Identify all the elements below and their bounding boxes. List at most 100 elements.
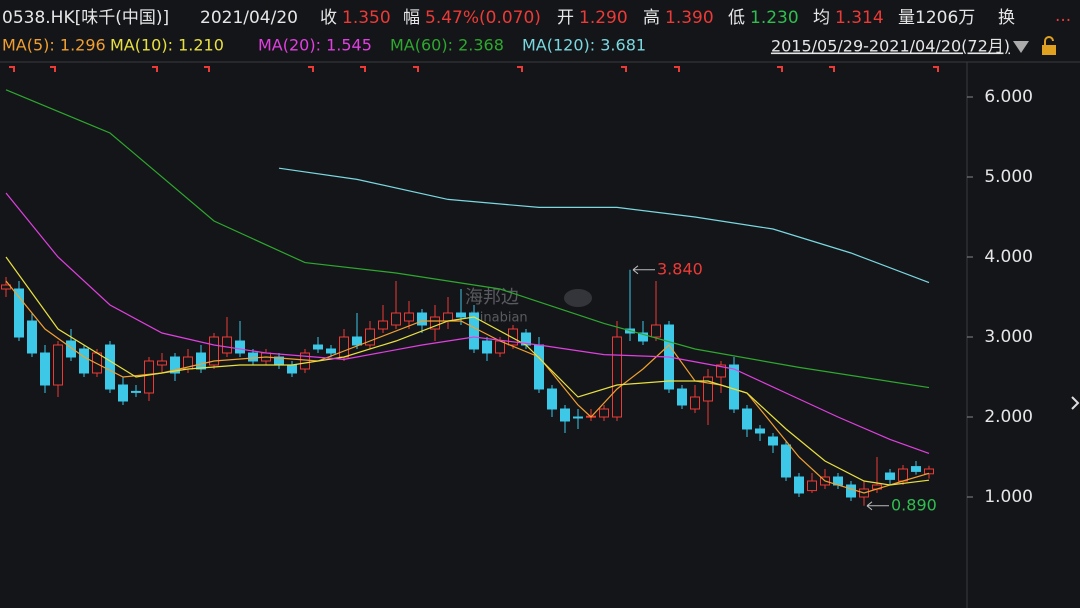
candle-body [612,336,622,418]
candle-body [170,356,180,374]
date-range[interactable]: 2015/05/29-2021/04/20(72月) [771,37,1010,56]
scroll-arrow[interactable] [1071,396,1080,410]
candle-body [443,312,453,322]
field-label: 均 [813,8,830,28]
candle-body [807,480,817,492]
candle-body [924,468,934,475]
turnover: 换 [998,8,1015,28]
field-value: 1.230 [750,8,799,28]
legend-entry: MA(120): 3.681 [522,36,646,55]
period-markers [9,66,939,72]
date: 2021/04/20 [200,8,298,28]
ma-line [5,280,930,494]
candle-body [651,324,661,338]
candle-body [781,444,791,478]
candle-body [352,336,362,346]
field-value: 1.390 [665,8,714,28]
candle-body [209,336,219,366]
candle-body [560,408,570,422]
candle-body [14,288,24,338]
candle-body [222,336,232,354]
field-label: 高 [643,8,660,28]
annotation-arrow [632,265,655,275]
candle-body [885,472,895,480]
candle-body [742,408,752,430]
candle-body [27,320,37,354]
candle-body [157,360,167,366]
candle-body [144,360,154,394]
candle-body [391,312,401,326]
candle-body [911,466,921,472]
legend-entry: MA(5): 1.296 [2,36,106,55]
candle-body [534,344,544,390]
candle-body [248,352,258,362]
candle-body [131,390,141,393]
ma-line [5,192,930,454]
more-button[interactable]: ... [1055,6,1071,26]
candle-body [482,340,492,354]
candle-body [469,312,479,350]
y-tick-label: 4.000 [984,247,1033,267]
ma-line [5,89,930,389]
candle-body [638,332,648,342]
annotation: 3.840 [657,259,703,278]
range-dropdown[interactable] [1013,41,1029,53]
ma-line [278,167,930,284]
candle-body [508,328,518,346]
candle-body [703,376,713,402]
field-label: 开 [557,8,574,28]
candle-body [417,312,427,326]
field-value: 1.314 [835,8,884,28]
field-label: 低 [728,8,745,28]
candle-body [326,348,336,354]
candle-body [235,340,245,354]
candle-body [599,408,609,418]
candle-body [794,476,804,494]
watermark-logo [564,289,592,307]
watermark: 海邦边 [465,287,519,308]
candle-body [768,436,778,446]
y-tick-label: 3.000 [984,327,1033,347]
candle-body [196,352,206,370]
candle-body [378,320,388,330]
candle-body [66,340,76,358]
candle-body [456,312,466,318]
legend-entry: MA(20): 1.545 [258,36,372,55]
annotation: 0.890 [891,495,937,514]
candle-body [898,468,908,482]
y-tick-label: 5.000 [984,167,1033,187]
volume: 量1206万 [898,8,975,28]
candle-body [105,344,115,390]
candle-body [755,428,765,434]
field-value: 1.350 [342,8,391,28]
candle-body [339,336,349,358]
y-tick-label: 1.000 [984,487,1033,507]
lock-icon[interactable] [1042,36,1056,55]
candle-body [79,348,89,374]
legend-entry: MA(10): 1.210 [110,36,224,55]
candle-body [690,396,700,410]
annotation-arrow [866,501,889,511]
legend-entry: MA(60): 2.368 [390,36,504,55]
candle-body [118,384,128,402]
candle-body [729,364,739,410]
watermark: Hinabian [470,311,528,326]
candle-body [365,328,375,346]
candle-body [404,312,414,322]
ma-line [5,256,930,486]
field-value: 1.290 [579,8,628,28]
candle-body [287,364,297,374]
candle-body [716,364,726,378]
candle-body [53,344,63,386]
candle-body [40,352,50,386]
ticker: 0538.HK[味千(中国)] [2,8,169,28]
y-tick-label: 2.000 [984,407,1033,427]
candle-body [846,484,856,498]
y-tick-label: 6.000 [984,87,1033,107]
candle-body [677,388,687,406]
field-value: 5.47%(0.070) [425,8,541,28]
candle-body [573,416,583,419]
